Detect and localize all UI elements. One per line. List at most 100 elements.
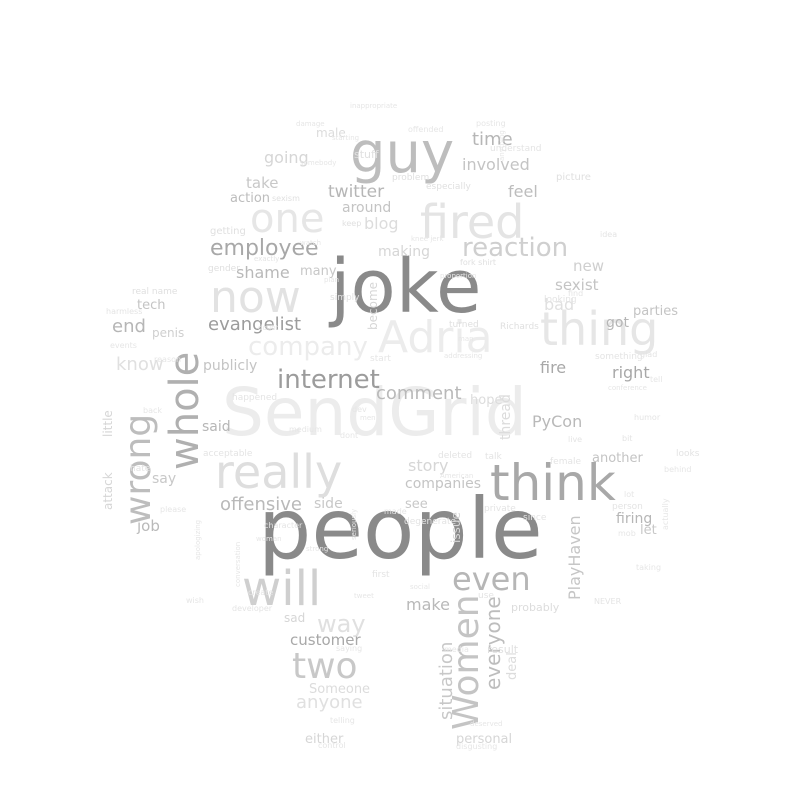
cloud-word: starting	[332, 134, 359, 142]
cloud-word: control	[318, 741, 346, 750]
cloud-word: American	[440, 472, 473, 480]
cloud-word: male	[316, 126, 346, 140]
cloud-word: tell	[650, 375, 663, 384]
cloud-word: bit	[622, 434, 632, 443]
cloud-word: looking	[544, 295, 577, 305]
cloud-word: little	[101, 410, 115, 437]
cloud-word: especially	[426, 182, 471, 192]
cloud-word: first	[372, 570, 390, 580]
cloud-word: talk	[485, 452, 503, 462]
cloud-word: events	[110, 341, 137, 350]
cloud-word: private	[484, 504, 516, 514]
cloud-word: hope	[470, 393, 502, 408]
cloud-word: wrong	[118, 414, 159, 525]
cloud-word: penis	[152, 326, 184, 340]
cloud-word: back	[143, 406, 162, 415]
cloud-word: fork shirt	[460, 258, 496, 267]
cloud-word: NEVER	[594, 597, 622, 606]
cloud-word: hate	[130, 464, 151, 474]
cloud-word: fired	[420, 195, 524, 249]
cloud-word: result	[487, 643, 519, 656]
cloud-word: publicly	[203, 358, 257, 374]
cloud-word: inappropriate	[350, 102, 397, 110]
cloud-word: offended	[408, 125, 443, 134]
cloud-word: something	[595, 352, 643, 362]
cloud-word: reaction	[462, 233, 568, 263]
cloud-word: deal	[505, 652, 520, 680]
cloud-word: story	[408, 456, 448, 475]
cloud-word: customer	[290, 631, 361, 649]
cloud-word: female	[550, 457, 581, 467]
cloud-word: action	[230, 191, 270, 206]
cloud-word: PlayHaven	[565, 515, 584, 600]
cloud-word: people	[258, 480, 543, 578]
cloud-word: know	[116, 354, 164, 375]
cloud-word: really	[215, 445, 342, 499]
cloud-word: time	[472, 129, 513, 150]
cloud-word: make	[406, 595, 450, 614]
cloud-word: picture	[556, 172, 591, 183]
cloud-word: behind	[664, 465, 691, 474]
cloud-word: personal	[456, 732, 512, 747]
cloud-word: use	[478, 591, 494, 601]
cloud-word: conversation	[234, 542, 242, 587]
cloud-word: involved	[462, 155, 530, 174]
cloud-word: shame	[236, 263, 290, 282]
cloud-word: everyone	[481, 596, 505, 690]
cloud-word: feel	[508, 182, 538, 201]
cloud-word: firing	[616, 511, 652, 527]
cloud-word: blog	[364, 214, 399, 233]
cloud-word: around	[342, 200, 391, 216]
cloud-word: conference	[608, 384, 647, 392]
cloud-word: stuff	[354, 148, 379, 161]
cloud-word: right	[612, 363, 650, 382]
cloud-word: one	[250, 196, 324, 242]
cloud-word: proportion	[440, 272, 476, 280]
cloud-word: take	[246, 174, 278, 192]
cloud-word: job	[136, 517, 160, 535]
cloud-word: gender	[208, 264, 240, 274]
cloud-word: actually	[661, 498, 670, 530]
cloud-word: whole	[162, 352, 208, 470]
cloud-word: new	[573, 257, 604, 275]
cloud-word: problem	[392, 173, 429, 183]
cloud-word: SendGrid	[222, 374, 527, 451]
cloud-word: doubt	[258, 324, 279, 332]
cloud-word: live	[568, 435, 582, 444]
cloud-word: now	[210, 272, 301, 323]
cloud-word: going	[264, 148, 309, 167]
cloud-word: understand	[490, 144, 542, 154]
cloud-word: evangelist	[208, 314, 301, 335]
cloud-word: even	[452, 560, 531, 598]
cloud-word: real name	[132, 287, 178, 297]
cloud-word: media	[444, 645, 469, 654]
cloud-word: company	[248, 332, 368, 362]
cloud-word: disgusting	[456, 742, 497, 751]
cloud-word: dont	[340, 431, 358, 440]
cloud-word: glad	[640, 350, 657, 359]
cloud-word: sexism	[272, 194, 300, 203]
cloud-word: see	[405, 497, 428, 512]
cloud-word: developer	[232, 604, 273, 613]
cloud-word: plan	[324, 276, 339, 284]
cloud-word: happened	[232, 393, 277, 403]
cloud-word: exactly	[254, 255, 279, 263]
cloud-word: said	[202, 419, 231, 435]
cloud-word: men	[360, 414, 376, 422]
cloud-word: many	[300, 264, 337, 279]
cloud-word: taking	[636, 563, 661, 572]
cloud-word: got	[606, 315, 629, 331]
cloud-word: knee jerk	[411, 235, 444, 243]
cloud-word: telling	[330, 716, 355, 725]
cloud-word: strong	[306, 545, 328, 553]
cloud-word: posting	[476, 119, 506, 128]
cloud-word: anyone	[296, 692, 363, 713]
cloud-word: character	[264, 521, 303, 530]
cloud-word: side	[314, 496, 343, 512]
cloud-word: dev	[352, 405, 367, 414]
cloud-word: mob	[618, 529, 636, 538]
cloud-word: joke	[328, 244, 482, 330]
cloud-word: simply	[330, 293, 360, 303]
cloud-word: humor	[634, 413, 661, 422]
cloud-word: reason	[154, 355, 181, 364]
